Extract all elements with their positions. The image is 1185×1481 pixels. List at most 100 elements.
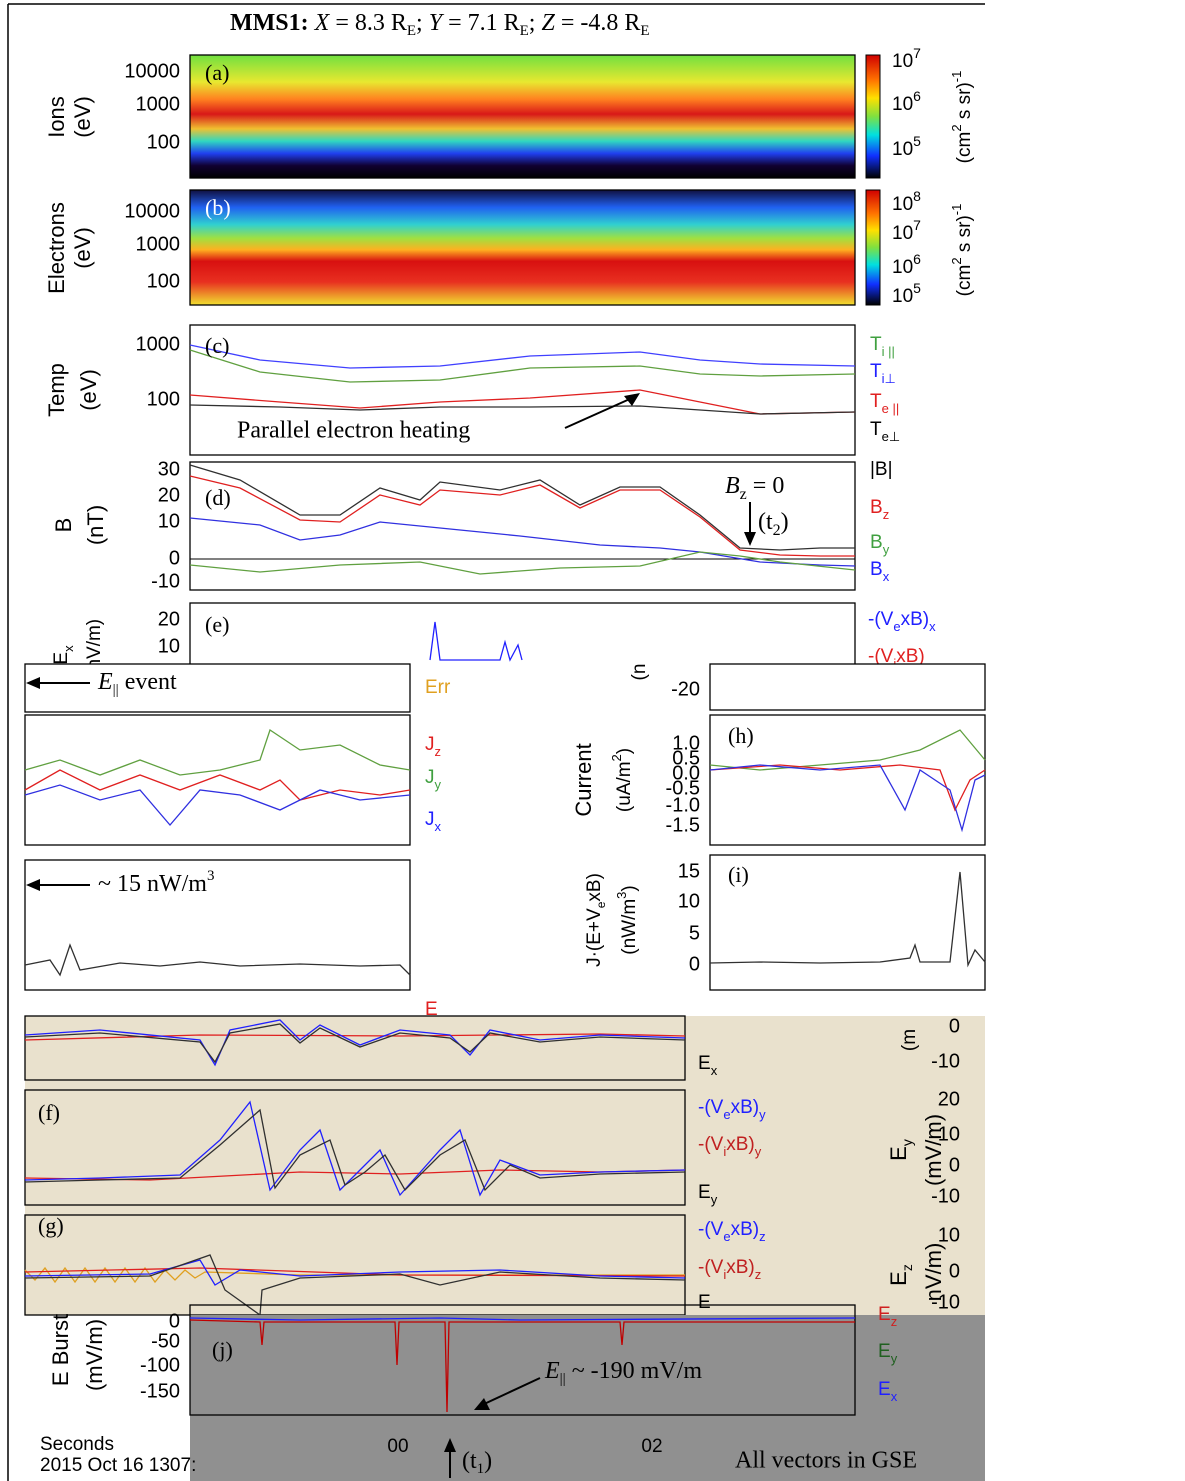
text-part: 1 [477, 1461, 485, 1477]
arrow-head [624, 393, 640, 406]
note: All vectors in GSE [735, 1448, 917, 1474]
tick-label: 20 [938, 1088, 960, 1110]
text-part: y [891, 1351, 898, 1366]
curve [189, 344, 856, 369]
text-part: E [886, 1146, 911, 1161]
annotation: (t2) [758, 509, 789, 540]
tick-label: 0.0 [672, 762, 700, 784]
curve [24, 769, 411, 801]
shape [189, 54, 856, 179]
legend-entry: Ez [878, 1304, 897, 1329]
cbar-label: (cm2 s sr)-1 [949, 204, 975, 297]
tick-label: -150 [140, 1380, 180, 1402]
curve [429, 621, 523, 662]
axis-label: Current [571, 743, 596, 816]
text-part: y [759, 1107, 766, 1122]
arrow [564, 397, 633, 429]
text-part: -(V [698, 1097, 724, 1118]
text-part: xB) [901, 609, 930, 630]
panel-c: (c) 1000 100 Temp (eV) Ti || Ti⊥ Te || T… [44, 324, 901, 456]
text-part: E [544, 1358, 560, 1384]
arrow-head [444, 1438, 456, 1452]
panel-label: (i) [728, 862, 749, 887]
tick-label: 10 [938, 1224, 960, 1246]
text-part: 10 [892, 139, 913, 160]
tick-label: 1.0 [672, 732, 700, 754]
curve [189, 475, 855, 557]
text-part: (nW/m [619, 899, 640, 955]
tick-label: 10 [938, 1123, 960, 1145]
text-part: 5 [913, 133, 921, 149]
tick-label: 100 [147, 388, 180, 410]
text-part: event [119, 669, 177, 695]
text-part: 10 [892, 286, 913, 307]
tick-label: 0 [169, 1310, 180, 1332]
axis-label: (m [899, 1029, 920, 1051]
text-part: 6 [913, 251, 921, 267]
legend-entry: -(VexB)y [698, 1097, 766, 1122]
cbar-tick: 105 [892, 133, 921, 160]
legend-entry: Ti || [870, 334, 895, 359]
text-part: i [723, 1144, 726, 1159]
axis-label: Ey [886, 1139, 915, 1161]
text-part: x [435, 819, 442, 834]
beige-fragment: Ex 0 -10 (m (f) -(VexB)y -(VixB)y Ey 20 … [24, 1015, 985, 1317]
tick-label: -100 [140, 1354, 180, 1376]
text-part: -(V [698, 1257, 724, 1278]
annotation: Bz = 0 [725, 473, 784, 504]
text-part: Z [541, 10, 555, 36]
tick-label: 00 [387, 1436, 408, 1457]
legend-entry: -(VexB)z [698, 1219, 766, 1244]
text-part: (cm [954, 265, 975, 297]
text-part: z [899, 1264, 915, 1271]
text-part: Y [429, 10, 445, 36]
text-part: 10 [892, 223, 913, 244]
text-part: ) [614, 748, 635, 754]
text-part: B [870, 559, 883, 580]
text-part: || [113, 682, 119, 698]
legend-entry: -(VexB)x [868, 609, 936, 634]
curve [24, 943, 411, 977]
text-part: B [870, 532, 883, 553]
curve [189, 517, 856, 567]
text-part: xB) [726, 1257, 755, 1278]
tick-label: 0.5 [672, 747, 700, 769]
panel-label: (d) [205, 485, 231, 510]
panel-a: (a) 10000 1000 100 Ions (eV) 107 106 105… [44, 45, 975, 179]
text-part: E [878, 1379, 891, 1400]
tick-label: 02 [641, 1436, 662, 1457]
tick-label: 0 [949, 1260, 960, 1282]
shape [189, 189, 856, 306]
axis-label: nV/m) [921, 1243, 946, 1302]
tick-label: 0 [949, 1154, 960, 1176]
text-part: ) [484, 1448, 492, 1474]
text-part: E [698, 1053, 711, 1074]
tick-label: 100 [147, 270, 180, 292]
curve [189, 349, 856, 383]
text-part: B [870, 497, 883, 518]
text-part: ) [619, 885, 640, 891]
text-part: ~ -190 mV/m [566, 1358, 703, 1384]
tick-label: -20 [671, 678, 700, 700]
axis-label: (n [629, 664, 650, 681]
text-part: 6 [913, 88, 921, 104]
tick-label: 100 [147, 131, 180, 153]
tick-label: 0 [949, 1015, 960, 1037]
text-part: = 7.1 R [442, 10, 520, 36]
text-part: (cm [954, 132, 975, 164]
text-part: E [698, 1292, 711, 1313]
tick-label: 10 [678, 890, 700, 912]
axis-label: (mV/m) [921, 1114, 946, 1186]
axis-label: (eV) [70, 227, 95, 269]
text-part: 7 [913, 217, 921, 233]
shape [189, 1304, 856, 1416]
text-part: (uA/m [614, 761, 635, 812]
legend-entry: E [425, 999, 438, 1020]
text-part: = 8.3 R [329, 10, 407, 36]
arrow-head [26, 677, 40, 689]
shape [24, 1089, 686, 1206]
text-part: e⊥ [882, 429, 901, 444]
shape [24, 1015, 686, 1081]
curve [709, 764, 986, 833]
